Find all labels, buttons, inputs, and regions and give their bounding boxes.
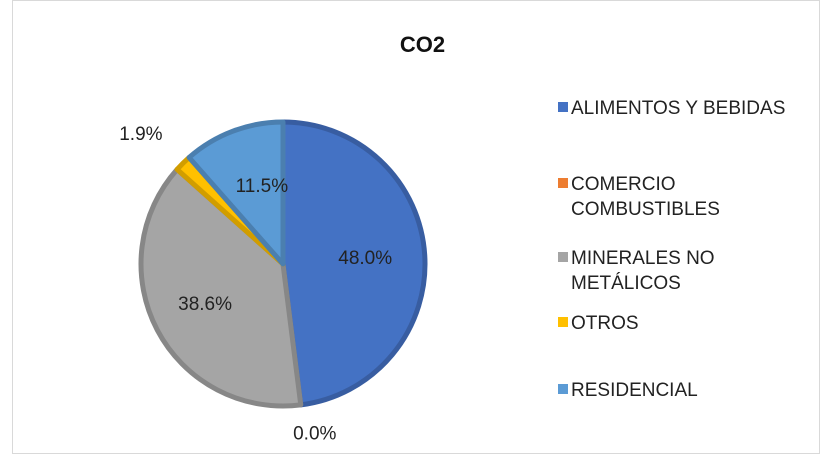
legend-label: ALIMENTOS Y BEBIDAS — [571, 98, 786, 119]
chart-title: CO2 — [399, 32, 446, 57]
legend-item-1: COMERCIO COMBUSTIBLES — [558, 172, 720, 222]
pie-data-labels: 48.0% 0.0% 38.6% 1.9% 11.5% — [119, 124, 392, 444]
legend-swatch — [558, 317, 568, 327]
legend-swatch — [558, 102, 568, 112]
data-label-4: 11.5% — [236, 176, 289, 197]
legend-item-4: RESIDENCIAL — [558, 378, 698, 403]
legend-label: COMERCIO COMBUSTIBLES — [571, 174, 720, 220]
legend-label: RESIDENCIAL — [571, 380, 698, 401]
legend-item-2: MINERALES NO METÁLICOS — [558, 246, 715, 296]
data-label-3: 1.9% — [119, 124, 162, 145]
legend-item-3: OTROS — [558, 311, 639, 336]
data-label-2: 38.6% — [178, 294, 232, 315]
data-label-0: 48.0% — [338, 248, 392, 269]
legend-swatch — [558, 252, 568, 262]
pie-slice-2 — [138, 166, 304, 409]
data-label-1: 0.0% — [293, 423, 336, 444]
pie-slice-0 — [280, 119, 428, 408]
legend-item-0: ALIMENTOS Y BEBIDAS — [558, 96, 785, 121]
pie-slices — [138, 119, 428, 409]
legend-label: MINERALES NO METÁLICOS — [571, 248, 715, 294]
legend-label: OTROS — [571, 313, 639, 334]
legend-swatch — [558, 178, 568, 188]
pie-slice-4 — [186, 119, 286, 267]
legend-swatch — [558, 384, 568, 394]
